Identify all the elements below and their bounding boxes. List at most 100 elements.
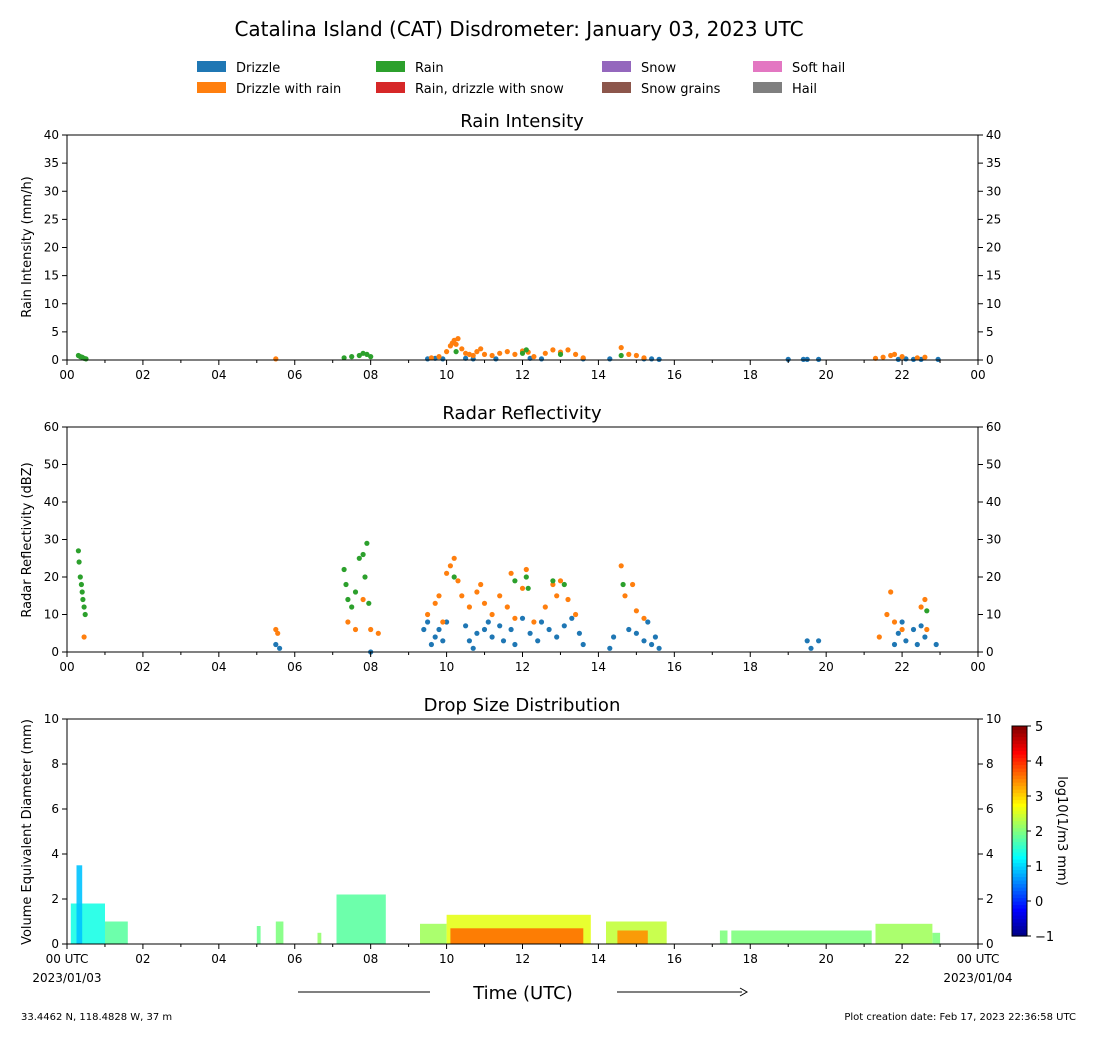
data-point (523, 566, 529, 573)
data-point (478, 581, 484, 588)
data-point (362, 574, 368, 580)
data-point (474, 589, 480, 595)
x-tick-label: 02 (135, 660, 150, 674)
data-point (535, 638, 541, 644)
x-tick-label: 10 (439, 952, 454, 966)
colorbar-segment (1012, 757, 1027, 762)
x-tick-label: 20 (819, 660, 834, 674)
data-point (455, 336, 461, 342)
colorbar-segment (1012, 866, 1027, 871)
colorbar-segment (1012, 848, 1027, 853)
data-point (914, 355, 920, 361)
data-point (922, 596, 928, 603)
x-tick-label: 16 (667, 368, 682, 382)
data-point (352, 589, 359, 595)
colorbar-segment (1012, 918, 1027, 923)
data-point (550, 347, 556, 353)
heatmap-cell (275, 921, 284, 944)
legend-label: Hail (792, 82, 817, 97)
data-point (341, 566, 347, 573)
data-point (924, 608, 930, 614)
data-point (607, 645, 613, 651)
y-tick-label-right: 50 (986, 458, 1001, 472)
data-point (531, 619, 537, 625)
data-point (525, 585, 531, 591)
data-point (474, 630, 480, 636)
y-tick-label-right: 20 (986, 241, 1001, 255)
heatmap-cell (617, 930, 648, 944)
data-point (641, 638, 647, 644)
data-point (618, 345, 624, 351)
colorbar-segment (1012, 827, 1027, 832)
y-tick-label-right: 40 (986, 128, 1001, 142)
time-axis-label-group: Time (UTC) (298, 983, 749, 1004)
y-tick-label: 10 (44, 608, 59, 622)
data-point (633, 352, 640, 359)
data-point (884, 611, 890, 618)
data-point (899, 354, 905, 360)
data-point (816, 638, 822, 644)
data-point (523, 347, 529, 353)
data-point (933, 641, 939, 648)
data-point (428, 355, 434, 361)
colorbar-segment (1012, 813, 1027, 818)
data-point (453, 349, 459, 355)
y-tick-label-right: 35 (986, 156, 1001, 170)
legend-swatch (376, 82, 405, 93)
y-tick-label: 10 (44, 712, 59, 726)
colorbar-segment (1012, 778, 1027, 783)
data-point (466, 638, 472, 644)
data-point (453, 341, 459, 347)
data-point (557, 351, 564, 357)
data-point (895, 356, 901, 362)
legend-label: Snow grains (641, 82, 721, 97)
data-point (630, 581, 636, 588)
x-tick-label: 02 (135, 952, 150, 966)
legend-swatch (376, 61, 405, 72)
colorbar-segment (1012, 834, 1027, 839)
data-point (618, 352, 624, 359)
y-tick-label: 4 (51, 847, 59, 861)
plot-area (67, 427, 978, 652)
x-tick-label: 08 (363, 952, 378, 966)
data-point (364, 540, 370, 546)
colorbar-segment (1012, 803, 1027, 808)
colorbar-segment (1012, 859, 1027, 864)
data-point (432, 634, 438, 640)
drop-size-date-start: 2023/01/03 (32, 971, 101, 985)
data-point (275, 630, 281, 636)
colorbar-segment (1012, 806, 1027, 811)
x-tick-label: 22 (894, 660, 909, 674)
radar-reflectivity-title: Radar Reflectivity (442, 403, 602, 424)
data-point (565, 596, 571, 603)
data-point (481, 351, 488, 357)
x-tick-label: 02 (135, 368, 150, 382)
heatmap-cell (70, 903, 105, 944)
colorbar-segment (1012, 841, 1027, 846)
data-point (436, 626, 442, 633)
data-point (504, 349, 510, 355)
data-point (519, 615, 526, 621)
data-point (459, 346, 465, 352)
colorbar-segment (1012, 862, 1027, 867)
y-tick-label: 0 (51, 645, 59, 659)
data-point (360, 551, 366, 558)
colorbar-segment (1012, 824, 1027, 829)
colorbar-tick-label: 3 (1035, 790, 1043, 805)
data-point (81, 604, 87, 610)
colorbar-segment (1012, 736, 1027, 741)
x-tick-label: 16 (667, 660, 682, 674)
data-point (531, 354, 537, 360)
y-tick-label: 50 (44, 458, 59, 472)
colorbar-segment (1012, 831, 1027, 836)
heatmap-cell (932, 932, 941, 945)
data-point (349, 354, 355, 360)
data-point (500, 638, 507, 644)
data-point (569, 615, 575, 621)
data-point (512, 615, 518, 621)
data-point (368, 354, 374, 360)
x-tick-label: 04 (211, 368, 226, 382)
data-point (876, 634, 882, 640)
data-point (557, 578, 564, 584)
data-point (922, 354, 928, 360)
